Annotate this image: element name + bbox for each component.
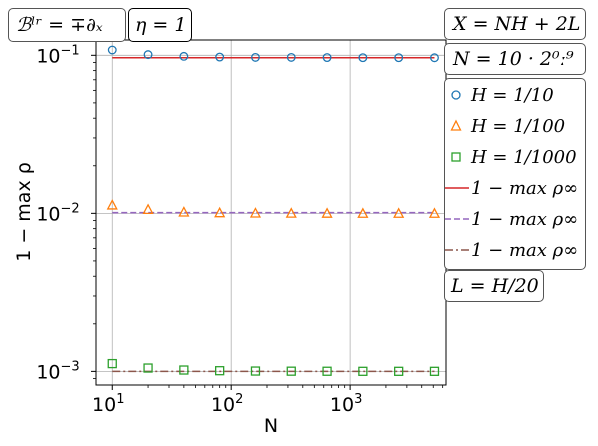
x-tick-label: 101 bbox=[92, 392, 124, 416]
data-point-triangle bbox=[249, 207, 262, 218]
data-point-circle bbox=[358, 53, 368, 63]
x-definition-label: X = NH + 2L bbox=[444, 8, 586, 40]
legend-label: 1 − max ρ∞ bbox=[471, 178, 579, 199]
data-point-circle bbox=[251, 52, 260, 62]
x-tick-label: 103 bbox=[330, 392, 362, 416]
data-point-square bbox=[179, 365, 189, 375]
legend-item-line3: 1 − max ρ∞ bbox=[445, 238, 585, 262]
legend-item-h10: H = 1/10 bbox=[445, 83, 585, 107]
data-point-triangle bbox=[357, 207, 369, 218]
legend-label: 1 − max ρ∞ bbox=[471, 240, 579, 261]
data-point-triangle bbox=[142, 203, 154, 214]
data-point-square bbox=[250, 366, 261, 376]
eta-label: η = 1 bbox=[128, 8, 192, 42]
data-point-triangle bbox=[106, 199, 118, 210]
data-point-square bbox=[286, 366, 296, 376]
legend-item-line1: 1 − max ρ∞ bbox=[445, 176, 585, 200]
boundary-condition-label: ℬˡʳ = ∓∂ₓ bbox=[8, 8, 126, 42]
circle-marker-icon bbox=[451, 90, 461, 100]
y-axis-label: 1 − max ρ bbox=[13, 162, 35, 262]
legend-item-h100: H = 1/100 bbox=[445, 114, 585, 138]
legend-label: 1 − max ρ∞ bbox=[471, 209, 579, 230]
legend-label: H = 1/10 bbox=[471, 85, 554, 106]
dashed-line-icon bbox=[445, 218, 469, 220]
legend-label: H = 1/1000 bbox=[471, 147, 577, 168]
data-point-square bbox=[394, 366, 404, 376]
data-point-triangle bbox=[285, 207, 297, 218]
data-point-circle bbox=[143, 50, 153, 60]
data-point-square bbox=[143, 363, 153, 373]
data-point-circle bbox=[394, 53, 404, 63]
x-tick-label: 102 bbox=[211, 392, 243, 416]
y-tick-label: 10−1 bbox=[36, 43, 79, 67]
data-point-square bbox=[322, 366, 332, 376]
data-point-triangle bbox=[428, 207, 441, 218]
legend-label: H = 1/100 bbox=[471, 116, 566, 137]
data-point-circle bbox=[322, 53, 332, 62]
data-point-square bbox=[215, 366, 225, 376]
axis-ticks: 101 102 103 10−1 10−2 10−3 bbox=[36, 43, 444, 416]
reference-lines bbox=[112, 56, 435, 373]
data-markers bbox=[106, 45, 441, 376]
data-point-square bbox=[107, 358, 117, 369]
data-point-circle bbox=[286, 52, 296, 62]
data-point-triangle bbox=[214, 206, 226, 218]
legend: H = 1/10 H = 1/100 H = 1/1000 1 − max ρ∞… bbox=[444, 78, 586, 270]
data-point-circle bbox=[179, 51, 189, 61]
n-definition-label: N = 10 · 2⁰ː⁹ bbox=[444, 43, 586, 75]
data-point-circle bbox=[107, 45, 117, 55]
legend-item-line2: 1 − max ρ∞ bbox=[445, 207, 585, 231]
dashdot-line-icon bbox=[445, 249, 469, 251]
data-point-circle bbox=[215, 52, 225, 62]
triangle-marker-icon bbox=[450, 119, 462, 131]
y-tick-label: 10−3 bbox=[36, 359, 79, 383]
data-point-triangle bbox=[178, 206, 190, 217]
y-tick-label: 10−2 bbox=[36, 201, 79, 225]
data-point-triangle bbox=[321, 207, 333, 218]
data-point-square bbox=[358, 366, 368, 376]
solid-line-icon bbox=[445, 187, 469, 189]
data-point-square bbox=[429, 366, 440, 376]
data-point-triangle bbox=[393, 207, 405, 218]
l-definition-label: L = H/20 bbox=[444, 270, 544, 302]
legend-item-h1000: H = 1/1000 bbox=[445, 145, 585, 169]
data-point-circle bbox=[430, 53, 439, 63]
square-marker-icon bbox=[451, 152, 461, 162]
x-axis-label: N bbox=[264, 415, 278, 437]
